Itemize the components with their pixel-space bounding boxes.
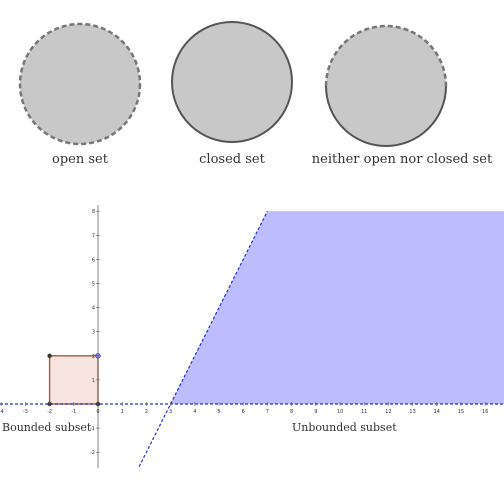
x-tick-label: -1	[71, 409, 76, 415]
corner-point	[47, 353, 52, 358]
x-tick-label: 13	[409, 409, 415, 415]
x-tick-label: 1	[121, 409, 124, 415]
x-tick-label: 7	[266, 409, 269, 415]
x-tick-label: 10	[337, 409, 343, 415]
y-tick-label: 6	[92, 257, 95, 263]
x-tick-label: 6	[242, 409, 245, 415]
boundary-line	[138, 210, 268, 467]
y-tick-label: 4	[92, 306, 95, 312]
x-tick-label: -4	[0, 409, 4, 415]
neither-set-disk	[324, 24, 448, 147]
open-set-label: open set	[52, 152, 108, 167]
x-tick-label: 5	[217, 409, 220, 415]
bounded-subset-label: Bounded subset	[2, 421, 92, 434]
x-tick-label: 0	[96, 409, 99, 415]
open-set-disk	[18, 22, 142, 146]
closed-set-disk	[171, 21, 293, 143]
unbounded-subset-label: Unbounded subset	[292, 421, 397, 434]
y-tick-label: 8	[92, 209, 95, 215]
x-tick-label: 2	[145, 409, 148, 415]
bounded-square	[48, 355, 99, 405]
x-tick-label: 8	[290, 409, 293, 415]
y-tick-label: 3	[92, 330, 95, 336]
x-tick-label: 15	[458, 409, 464, 415]
x-tick-label: 16	[482, 409, 488, 415]
y-tick-label: 7	[92, 233, 95, 239]
y-tick-label: -1	[90, 426, 95, 432]
x-tick-label: -3	[23, 409, 28, 415]
y-tick-label: 1	[92, 378, 95, 384]
y-tick-label: -2	[90, 450, 95, 456]
neither-set-label: neither open nor closed set	[311, 152, 493, 167]
x-tick-label: -2	[47, 409, 52, 415]
y-tick-label: 5	[92, 282, 95, 288]
unbounded-region	[170, 211, 504, 404]
x-tick-label: 9	[314, 409, 317, 415]
x-tick-label: 4	[193, 409, 196, 415]
x-tick-label: 3	[169, 409, 172, 415]
x-tick-label: 12	[385, 409, 391, 415]
x-tick-label: 11	[361, 409, 367, 415]
closed-set-label: closed set	[199, 152, 265, 167]
coordinate-plot: -4-3-2-101234567891011121314151687654321…	[0, 205, 504, 468]
x-tick-label: 14	[434, 409, 440, 415]
y-tick-label: 2	[92, 354, 95, 360]
